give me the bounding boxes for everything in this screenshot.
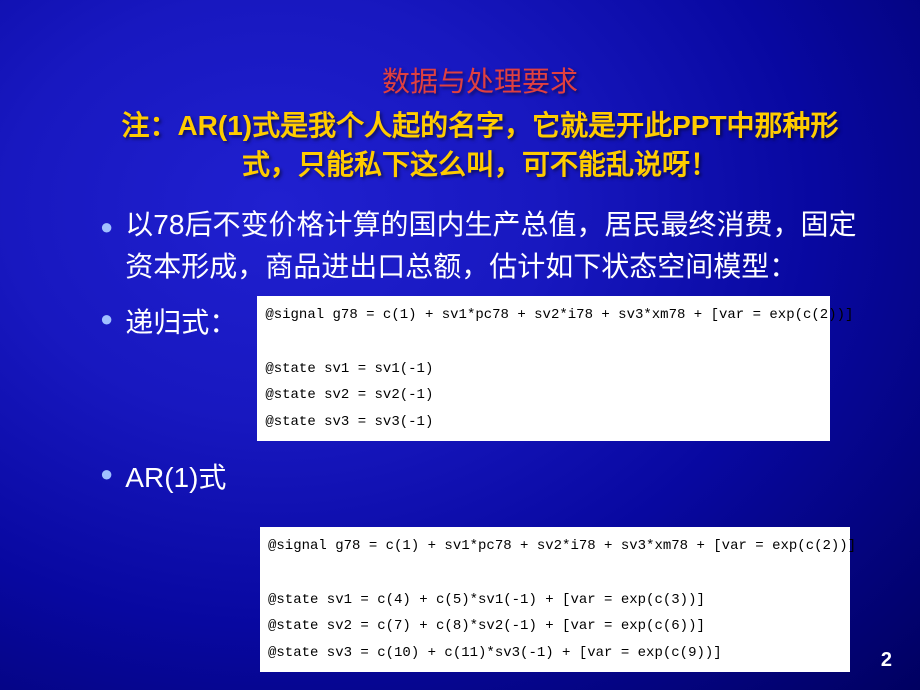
bullet-3: ● AR(1)式 xyxy=(100,451,860,499)
bullet-2-label: 递归式： xyxy=(125,302,237,344)
bullet-3-label: AR(1)式 xyxy=(125,457,226,499)
page-number: 2 xyxy=(881,649,892,672)
bullet-icon: ● xyxy=(100,210,113,243)
slide: 数据与处理要求 注：AR(1)式是我个人起的名字，它就是开此PPT中那种形式，只… xyxy=(0,0,920,690)
bullet-1: ● 以78后不变价格计算的国内生产总值，居民最终消费，固定资本形成，商品进出口总… xyxy=(100,204,860,288)
bullet-icon: ● xyxy=(100,302,113,335)
bullet-1-text: 以78后不变价格计算的国内生产总值，居民最终消费，固定资本形成，商品进出口总额，… xyxy=(125,204,860,288)
code-box-ar1: @signal g78 = c(1) + sv1*pc78 + sv2*i78 … xyxy=(260,527,850,672)
bullet-icon: ● xyxy=(100,457,113,490)
title-yellow: 注：AR(1)式是我个人起的名字，它就是开此PPT中那种形式，只能私下这么叫，可… xyxy=(100,106,860,184)
title-red: 数据与处理要求 xyxy=(100,60,860,100)
code-box-recursive: @signal g78 = c(1) + sv1*pc78 + sv2*i78 … xyxy=(257,296,830,441)
content: ● 以78后不变价格计算的国内生产总值，居民最终消费，固定资本形成，商品进出口总… xyxy=(100,204,860,672)
bullet-2: ● 递归式： @signal g78 = c(1) + sv1*pc78 + s… xyxy=(100,296,860,441)
